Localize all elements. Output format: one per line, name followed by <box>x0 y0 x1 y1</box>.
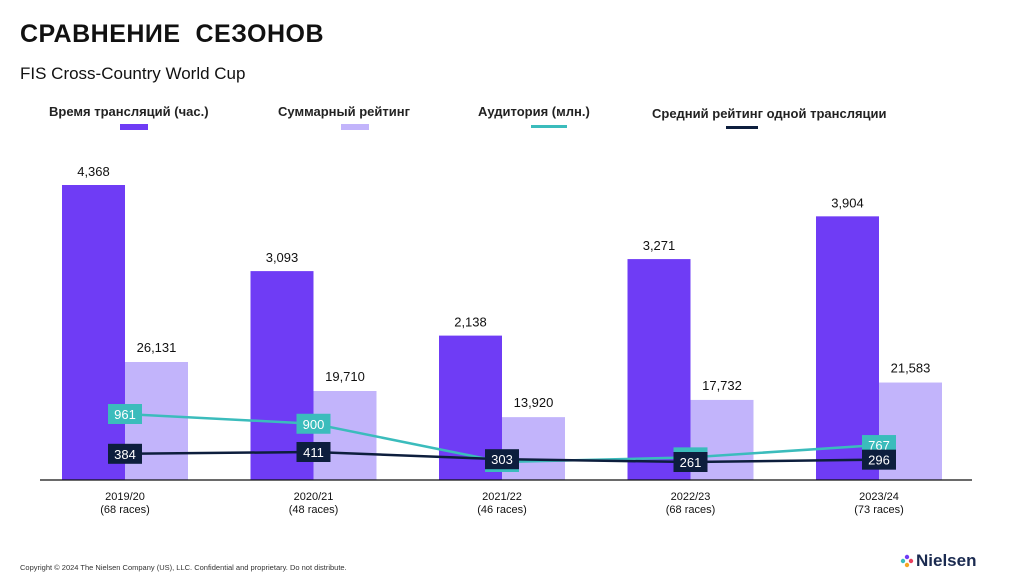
avg-rating-marker-3 <box>673 452 708 472</box>
audience-label-1: 900 <box>303 417 325 432</box>
chart-subtitle: FIS Cross-Country World Cup <box>20 64 246 83</box>
x-tick-label-3: 2022/23 <box>671 491 711 503</box>
legend-swatch-total-rating <box>341 124 369 130</box>
bar-rating-label-0: 26,131 <box>137 340 177 355</box>
x-tick-note-0: (68 races) <box>100 504 150 516</box>
avg-rating-marker-4 <box>862 449 896 470</box>
legend-label-broadcast-hours: Время трансляций (час.) <box>49 104 209 119</box>
page-title: СРАВНЕНИЕ СЕЗОНОВ <box>20 20 325 48</box>
nielsen-logo-icon <box>900 554 914 568</box>
avg-rating-marker-0 <box>108 443 142 464</box>
legend-label-avg-rating: Средний рейтинг одной трансляции <box>652 106 887 121</box>
bar-hours-label-1: 3,093 <box>266 250 299 265</box>
x-tick-note-4: (73 races) <box>854 504 904 516</box>
bar-rating-label-3: 17,732 <box>702 378 742 393</box>
copyright-notice: Copyright © 2024 The Nielsen Company (US… <box>20 563 347 572</box>
audience-marker-1 <box>296 413 331 434</box>
x-tick-label-1: 2020/21 <box>294 491 334 503</box>
bar-hours-0 <box>62 185 125 480</box>
x-tick-note-3: (68 races) <box>666 504 716 516</box>
audience-label-0: 961 <box>114 407 136 422</box>
avg-rating-marker-2 <box>485 449 519 470</box>
audience-label-4: 767 <box>868 438 890 453</box>
avg-rating-label-0: 384 <box>114 447 136 462</box>
bar-rating-label-1: 19,710 <box>325 369 365 384</box>
bar-rating-label-4: 21,583 <box>891 361 931 376</box>
legend-swatch-avg-rating <box>726 126 758 129</box>
legend-label-audience: Аудитория (млн.) <box>478 104 590 119</box>
legend-label-total-rating: Суммарный рейтинг <box>278 104 411 119</box>
bar-hours-label-4: 3,904 <box>831 195 864 210</box>
nielsen-brand: Nielsen <box>916 551 977 570</box>
avg-rating-marker-1 <box>296 442 331 462</box>
x-tick-label-4: 2023/24 <box>859 491 899 503</box>
x-tick-label-0: 2019/20 <box>105 491 145 503</box>
bar-hours-label-3: 3,271 <box>643 238 676 253</box>
x-tick-note-2: (46 races) <box>477 504 527 516</box>
legend-swatch-broadcast-hours <box>120 124 148 130</box>
bar-hours-label-2: 2,138 <box>454 315 487 330</box>
x-tick-note-1: (48 races) <box>289 504 339 516</box>
avg-rating-label-2: 303 <box>491 452 513 467</box>
bar-rating-label-2: 13,920 <box>514 395 554 410</box>
avg-rating-label-3: 261 <box>680 455 702 470</box>
avg-rating-label-1: 411 <box>303 445 324 460</box>
bar-hours-label-0: 4,368 <box>77 164 110 179</box>
avg-rating-label-4: 296 <box>868 453 890 468</box>
x-tick-label-2: 2021/22 <box>482 491 522 503</box>
bar-hours-3 <box>627 259 691 480</box>
audience-marker-0 <box>108 404 142 424</box>
legend-swatch-audience <box>531 125 567 128</box>
